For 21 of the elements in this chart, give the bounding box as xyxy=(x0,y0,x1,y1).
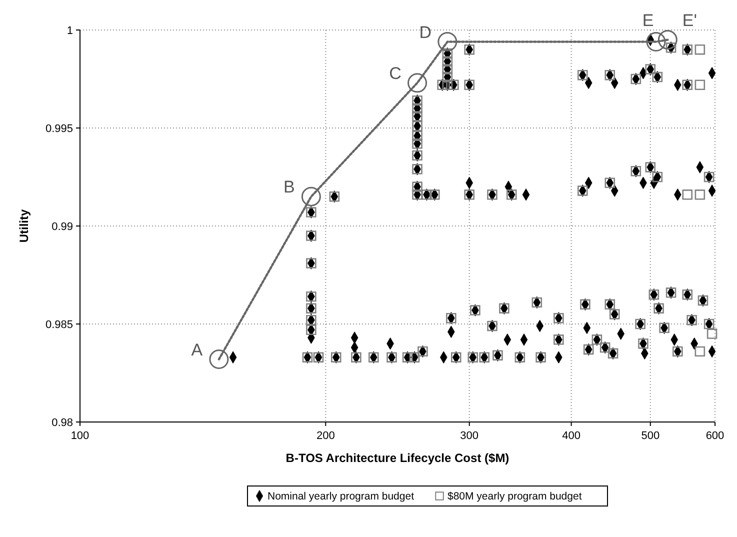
x-tick-label: 600 xyxy=(706,430,724,442)
x-tick-label: 300 xyxy=(460,430,479,442)
x-tick-label: 200 xyxy=(316,430,335,442)
annotation: C xyxy=(389,64,402,83)
y-axis-title: Utility xyxy=(17,209,31,243)
legend-label: Nominal yearly program budget xyxy=(268,490,414,503)
legend-label: $80M yearly program budget xyxy=(448,490,582,503)
annotation: E' xyxy=(682,10,697,30)
x-tick-label: 400 xyxy=(562,430,580,442)
annotation: A xyxy=(191,340,204,360)
annotation: D xyxy=(419,22,432,42)
y-tick-label: 0.995 xyxy=(45,122,73,135)
y-tick-label: 0.985 xyxy=(45,318,73,331)
x-tick-label: 100 xyxy=(70,430,90,442)
y-tick-label: 0.98 xyxy=(52,416,73,429)
y-tick-label: 1 xyxy=(66,24,73,37)
y-tick-label: 0.99 xyxy=(52,220,73,233)
annotation: E xyxy=(642,10,654,30)
x-axis-title: B-TOS Architecture Lifecycle Cost ($M) xyxy=(286,451,510,465)
x-tick-label: 500 xyxy=(641,430,660,442)
annotation: B xyxy=(284,178,295,197)
